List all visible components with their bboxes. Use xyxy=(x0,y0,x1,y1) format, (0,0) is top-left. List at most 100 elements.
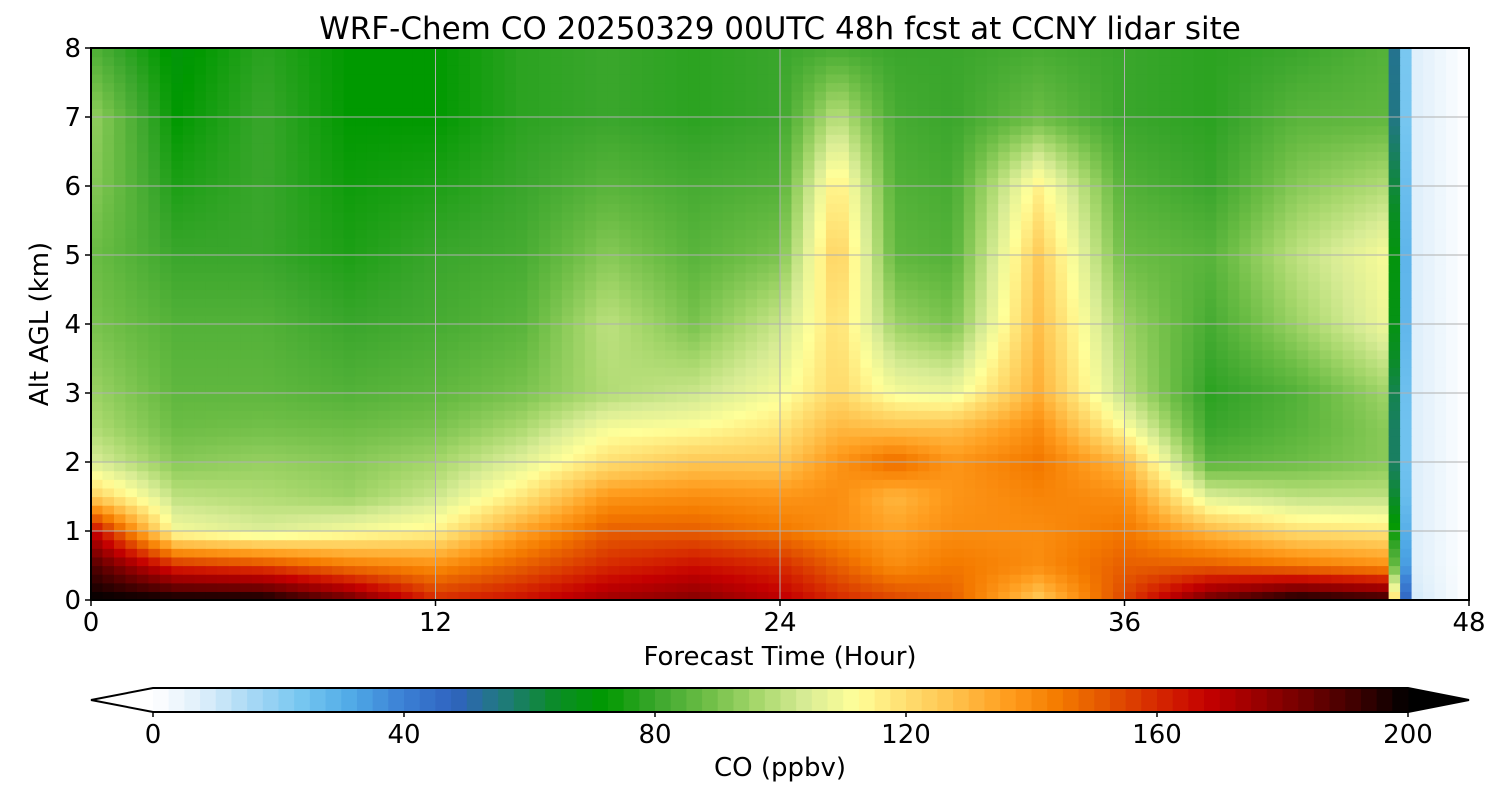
heatmap-cell xyxy=(1262,393,1275,403)
heatmap-cell xyxy=(194,410,207,420)
heatmap-cell xyxy=(1434,393,1447,403)
heatmap-cell xyxy=(1423,582,1436,592)
heatmap-cell xyxy=(1078,263,1091,273)
heatmap-cell xyxy=(378,418,391,429)
heatmap-cell xyxy=(481,591,494,600)
heatmap-cell xyxy=(182,280,195,291)
heatmap-cell xyxy=(1273,289,1286,299)
heatmap-cell xyxy=(1354,306,1367,316)
heatmap-cell xyxy=(1216,418,1229,429)
heatmap-cell xyxy=(1423,272,1436,282)
heatmap-cell xyxy=(1250,513,1263,523)
heatmap-cell xyxy=(699,332,712,342)
heatmap-cell xyxy=(607,298,620,308)
heatmap-cell xyxy=(1158,565,1172,575)
heatmap-cell xyxy=(1342,289,1355,299)
heatmap-cell xyxy=(113,574,127,584)
heatmap-cell xyxy=(1331,496,1344,506)
heatmap-cell xyxy=(653,548,666,558)
heatmap-cell xyxy=(906,358,919,368)
heatmap-cell xyxy=(860,341,873,351)
heatmap-cell xyxy=(1193,505,1206,515)
heatmap-cell xyxy=(802,427,816,437)
heatmap-cell xyxy=(1434,384,1447,394)
heatmap-cell xyxy=(998,487,1011,498)
heatmap-cell xyxy=(1250,367,1263,377)
heatmap-cell xyxy=(194,548,207,558)
heatmap-cell xyxy=(837,513,850,523)
heatmap-cell xyxy=(205,315,218,325)
heatmap-cell xyxy=(653,367,666,377)
heatmap-cell xyxy=(355,289,368,299)
heatmap-cell xyxy=(148,358,161,368)
heatmap-cell xyxy=(1124,582,1137,592)
heatmap-cell xyxy=(366,531,379,541)
heatmap-cell xyxy=(297,574,310,584)
heatmap-cell xyxy=(136,358,150,368)
heatmap-cell xyxy=(1147,306,1160,316)
heatmap-cell xyxy=(1090,556,1103,567)
heatmap-cell xyxy=(1239,582,1252,592)
heatmap-cell xyxy=(309,436,322,446)
heatmap-cell xyxy=(1296,470,1309,480)
heatmap-cell xyxy=(1239,289,1252,299)
heatmap-cell xyxy=(1158,315,1172,325)
heatmap-cell xyxy=(1342,401,1355,411)
heatmap-cell xyxy=(481,384,494,394)
heatmap-cell xyxy=(963,263,976,273)
heatmap-cell xyxy=(1331,513,1344,523)
heatmap-cell xyxy=(1181,280,1194,291)
heatmap-cell xyxy=(1021,332,1034,342)
heatmap-cell xyxy=(205,462,218,472)
heatmap-cell xyxy=(1147,487,1160,498)
heatmap-cell xyxy=(642,332,655,342)
heatmap-cell xyxy=(1262,246,1275,256)
heatmap-cell xyxy=(1078,487,1091,498)
heatmap-cell xyxy=(435,306,448,316)
heatmap-cell xyxy=(1113,349,1126,360)
heatmap-cell xyxy=(504,332,517,342)
heatmap-cell xyxy=(113,444,127,454)
heatmap-cell xyxy=(1101,280,1114,291)
heatmap-cell xyxy=(561,341,574,351)
heatmap-cell xyxy=(263,539,276,549)
heatmap-cell xyxy=(205,479,218,489)
heatmap-cell xyxy=(1067,565,1080,575)
heatmap-cell xyxy=(91,462,104,472)
heatmap-cell xyxy=(952,556,965,567)
heatmap-cell xyxy=(205,324,218,334)
heatmap-cell xyxy=(584,349,597,360)
heatmap-cell xyxy=(860,375,873,385)
heatmap-cell xyxy=(355,522,368,532)
heatmap-cell xyxy=(1055,246,1068,256)
heatmap-cell xyxy=(584,487,597,498)
heatmap-cell xyxy=(274,496,287,506)
heatmap-cell xyxy=(492,324,505,334)
heatmap-cell xyxy=(274,306,287,316)
heatmap-cell xyxy=(940,393,953,403)
heatmap-cell xyxy=(1296,591,1309,600)
heatmap-cell xyxy=(1055,462,1068,472)
heatmap-cell xyxy=(596,565,609,575)
heatmap-cell xyxy=(802,522,816,532)
heatmap-cell xyxy=(1331,384,1344,394)
heatmap-cell xyxy=(182,574,195,584)
heatmap-cell xyxy=(1250,384,1263,394)
heatmap-cell xyxy=(355,513,368,523)
heatmap-cell xyxy=(113,522,127,532)
heatmap-cell xyxy=(1090,513,1103,523)
heatmap-cell xyxy=(699,496,712,506)
heatmap-cell xyxy=(642,531,655,541)
heatmap-cell xyxy=(1365,246,1378,256)
heatmap-cell xyxy=(343,358,356,368)
heatmap-cell xyxy=(274,470,287,480)
heatmap-cell xyxy=(1101,556,1114,567)
heatmap-cell xyxy=(1273,462,1286,472)
heatmap-cell xyxy=(492,367,505,377)
heatmap-cell xyxy=(1067,341,1080,351)
heatmap-cell xyxy=(550,565,563,575)
heatmap-cell xyxy=(1411,522,1424,532)
heatmap-cell xyxy=(1124,255,1137,265)
heatmap-cell xyxy=(378,591,391,600)
heatmap-cell xyxy=(1446,306,1459,316)
